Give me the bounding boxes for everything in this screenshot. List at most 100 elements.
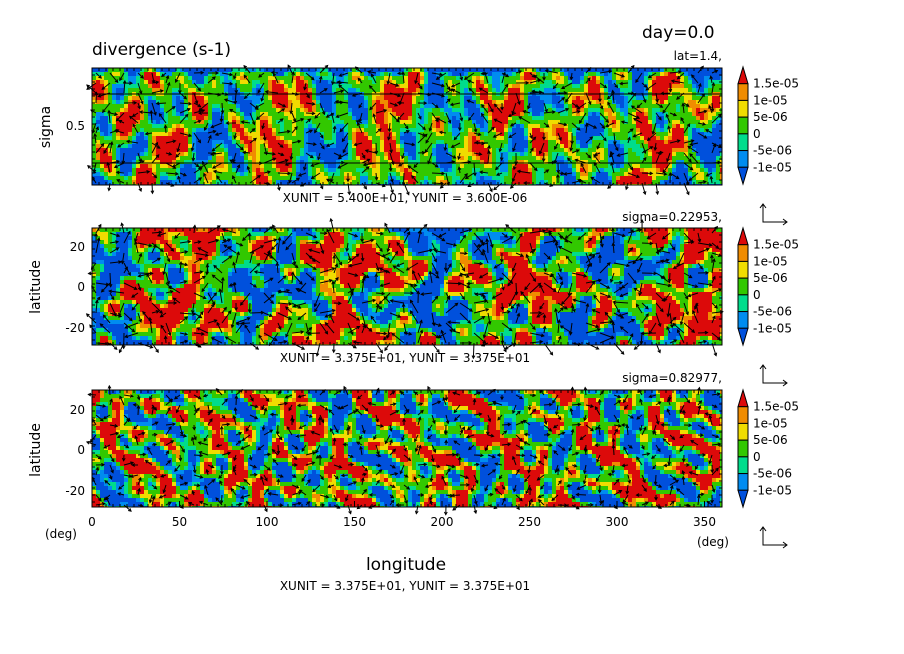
heat-cell (456, 116, 460, 120)
heat-cell (188, 164, 192, 168)
heat-cell (436, 68, 440, 72)
heat-cell (268, 140, 272, 144)
heat-cell (488, 72, 492, 76)
heat-cell (352, 176, 356, 180)
heat-cell (464, 116, 468, 120)
heat-cell (620, 164, 624, 168)
heat-cell (180, 100, 184, 104)
heat-cell (332, 164, 336, 168)
heat-cell (412, 136, 416, 140)
heat-cell (496, 80, 500, 84)
heat-cell (320, 96, 324, 100)
heat-cell (228, 152, 232, 156)
wind-vector (431, 82, 445, 87)
heat-cell (356, 116, 360, 120)
heat-cell (108, 156, 112, 160)
heat-cell (144, 136, 148, 140)
wind-vector (319, 76, 322, 84)
heat-cell (128, 100, 132, 104)
heat-cell (348, 112, 352, 116)
wind-vector (86, 84, 97, 94)
heat-cell (108, 168, 112, 172)
heat-cell (460, 84, 464, 88)
heat-cell (140, 140, 144, 144)
heat-cell (152, 168, 156, 172)
heat-cell (256, 156, 260, 160)
heat-cell (116, 156, 120, 160)
heat-cell (396, 88, 400, 92)
heat-cell (216, 104, 220, 108)
heat-cell (388, 176, 392, 180)
heat-cell (600, 180, 604, 184)
heat-cell (704, 156, 708, 160)
heat-cell (220, 168, 224, 172)
heat-cell (568, 96, 572, 100)
heat-cell (408, 180, 412, 184)
heat-cell (720, 148, 722, 152)
heat-cell (488, 108, 492, 112)
heat-cell (436, 128, 440, 132)
heat-cell (424, 176, 428, 180)
heat-cell (252, 112, 256, 116)
heat-cell (276, 140, 280, 144)
heat-cell (336, 124, 340, 128)
heat-cell (512, 96, 516, 100)
heat-cell (180, 108, 184, 112)
panel-1-label: lat=1.4, (674, 49, 722, 63)
heat-cell (176, 100, 180, 104)
heat-cell (560, 108, 564, 112)
heat-cell (360, 108, 364, 112)
heat-cell (484, 144, 488, 148)
heat-cell (432, 116, 436, 120)
heat-cell (448, 172, 452, 176)
wind-vector (451, 89, 461, 94)
heat-cell (608, 148, 612, 152)
heat-cell (504, 104, 508, 108)
heat-cell (304, 176, 308, 180)
heat-cell (184, 152, 188, 156)
heat-cell (576, 72, 580, 76)
heat-cell (240, 160, 244, 164)
heat-cell (256, 120, 260, 124)
heat-cell (360, 116, 364, 120)
heat-cell (616, 156, 620, 160)
heat-cell (512, 136, 516, 140)
heat-cell (208, 168, 212, 172)
heat-cell (684, 152, 688, 156)
heat-cell (560, 124, 564, 128)
heat-cell (296, 104, 300, 108)
heat-cell (176, 68, 180, 72)
heat-cell (652, 156, 656, 160)
heat-cell (428, 232, 432, 236)
colorbar-label: 1e-05 (753, 93, 788, 107)
heat-cell (260, 236, 264, 240)
heat-cell (276, 164, 280, 168)
heat-cell (376, 156, 380, 160)
heat-cell (556, 100, 560, 104)
heat-cell (408, 168, 412, 172)
heat-cell (328, 144, 332, 148)
heat-cell (224, 136, 228, 140)
heat-cell (216, 72, 220, 76)
wind-vector-head (200, 70, 205, 75)
heat-cell (516, 136, 520, 140)
wind-vector-head (220, 110, 225, 115)
heat-cell (616, 128, 620, 132)
heat-cell (424, 96, 428, 100)
wind-vector-head (599, 105, 604, 110)
heat-cell (672, 84, 676, 88)
heat-cell (540, 156, 544, 160)
heat-cell (328, 108, 332, 112)
heat-cell (620, 176, 624, 180)
heat-cell (540, 148, 544, 152)
heat-cell (528, 100, 532, 104)
panel-2-label: sigma=0.22953, (622, 210, 722, 224)
heat-cell (616, 120, 620, 124)
heat-cell (128, 144, 132, 148)
heat-cell (336, 156, 340, 160)
heat-cell (136, 68, 140, 72)
heat-cell (332, 160, 336, 164)
heat-cell (116, 124, 120, 128)
heat-cell (608, 172, 612, 176)
heat-cell (408, 160, 412, 164)
